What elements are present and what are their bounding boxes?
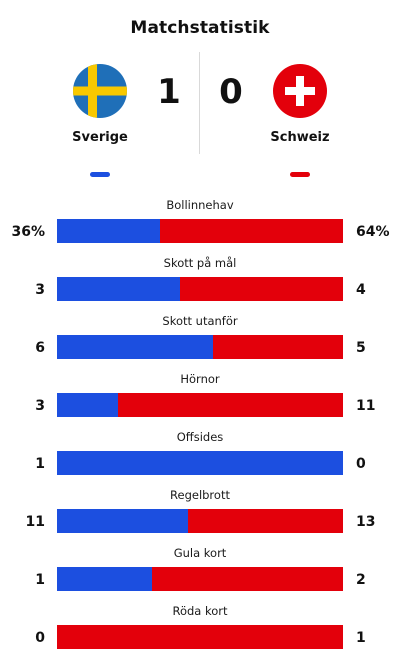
stat-row: Regelbrott 11 13 bbox=[0, 488, 400, 546]
away-team-name: Schweiz bbox=[270, 130, 330, 145]
stat-bar-away-segment bbox=[159, 219, 343, 243]
stat-comparison-bar bbox=[57, 451, 343, 475]
stat-label: Röda kort bbox=[172, 604, 228, 618]
stat-home-value: 11 bbox=[25, 514, 45, 530]
stat-row: Offsides 1 0 bbox=[0, 430, 400, 488]
stat-away-value: 2 bbox=[356, 572, 366, 588]
stat-row: Hörnor 3 11 bbox=[0, 372, 400, 430]
stat-home-value: 1 bbox=[35, 572, 45, 588]
stat-bar-home-segment bbox=[57, 393, 119, 417]
stat-home-value: 36% bbox=[11, 224, 45, 240]
stat-comparison-bar bbox=[57, 509, 343, 533]
stat-label: Skott utanför bbox=[162, 314, 238, 328]
home-score: 1 bbox=[157, 72, 181, 112]
stat-label: Regelbrott bbox=[170, 488, 230, 502]
stat-label: Skott på mål bbox=[163, 256, 237, 270]
stat-away-value: 11 bbox=[356, 398, 376, 414]
stat-comparison-bar bbox=[57, 277, 343, 301]
stat-bar-away-segment bbox=[188, 509, 343, 533]
stat-away-value: 1 bbox=[356, 630, 366, 646]
stat-label: Bollinnehav bbox=[166, 198, 234, 212]
stat-away-value: 4 bbox=[356, 282, 366, 298]
stat-bar-home-segment bbox=[57, 335, 213, 359]
stat-label: Hörnor bbox=[180, 372, 220, 386]
sweden-flag-icon bbox=[73, 64, 127, 118]
stat-home-value: 1 bbox=[35, 456, 45, 472]
switzerland-flag-icon bbox=[273, 64, 327, 118]
stat-label: Offsides bbox=[176, 430, 224, 444]
stat-bar-away-segment bbox=[57, 625, 343, 649]
stat-bar-home-segment bbox=[57, 219, 160, 243]
stat-away-value: 64% bbox=[356, 224, 390, 240]
stat-bar-home-segment bbox=[57, 509, 189, 533]
stat-comparison-bar bbox=[57, 625, 343, 649]
stat-bar-home-segment bbox=[57, 567, 153, 591]
stat-bar-away-segment bbox=[213, 335, 343, 359]
score-divider bbox=[199, 52, 200, 154]
home-team-color-marker bbox=[90, 172, 110, 177]
stat-bar-away-segment bbox=[152, 567, 343, 591]
stat-label: Gula kort bbox=[173, 546, 227, 560]
stat-comparison-bar bbox=[57, 393, 343, 417]
stat-home-value: 3 bbox=[35, 398, 45, 414]
away-score: 0 bbox=[219, 72, 243, 112]
stat-row: Skott på mål 3 4 bbox=[0, 256, 400, 314]
stats-list: Bollinnehav 36% 64% Skott på mål 3 4 Skott uta… bbox=[0, 198, 400, 662]
stat-comparison-bar bbox=[57, 567, 343, 591]
stat-home-value: 3 bbox=[35, 282, 45, 298]
stat-home-value: 0 bbox=[35, 630, 45, 646]
home-team-name: Sverige bbox=[72, 130, 128, 145]
stat-comparison-bar bbox=[57, 219, 343, 243]
stat-row: Bollinnehav 36% 64% bbox=[0, 198, 400, 256]
stat-bar-home-segment bbox=[57, 451, 343, 475]
stat-row: Skott utanför 6 5 bbox=[0, 314, 400, 372]
away-team-color-marker bbox=[290, 172, 310, 177]
stat-away-value: 13 bbox=[356, 514, 376, 530]
stat-away-value: 0 bbox=[356, 456, 366, 472]
stat-row: Gula kort 1 2 bbox=[0, 546, 400, 604]
stat-bar-away-segment bbox=[179, 277, 343, 301]
stat-bar-away-segment bbox=[118, 393, 343, 417]
stat-away-value: 5 bbox=[356, 340, 366, 356]
stat-home-value: 6 bbox=[35, 340, 45, 356]
stat-bar-home-segment bbox=[57, 277, 180, 301]
page-title: Matchstatistik bbox=[130, 18, 270, 38]
stat-row: Röda kort 0 1 bbox=[0, 604, 400, 662]
stat-comparison-bar bbox=[57, 335, 343, 359]
